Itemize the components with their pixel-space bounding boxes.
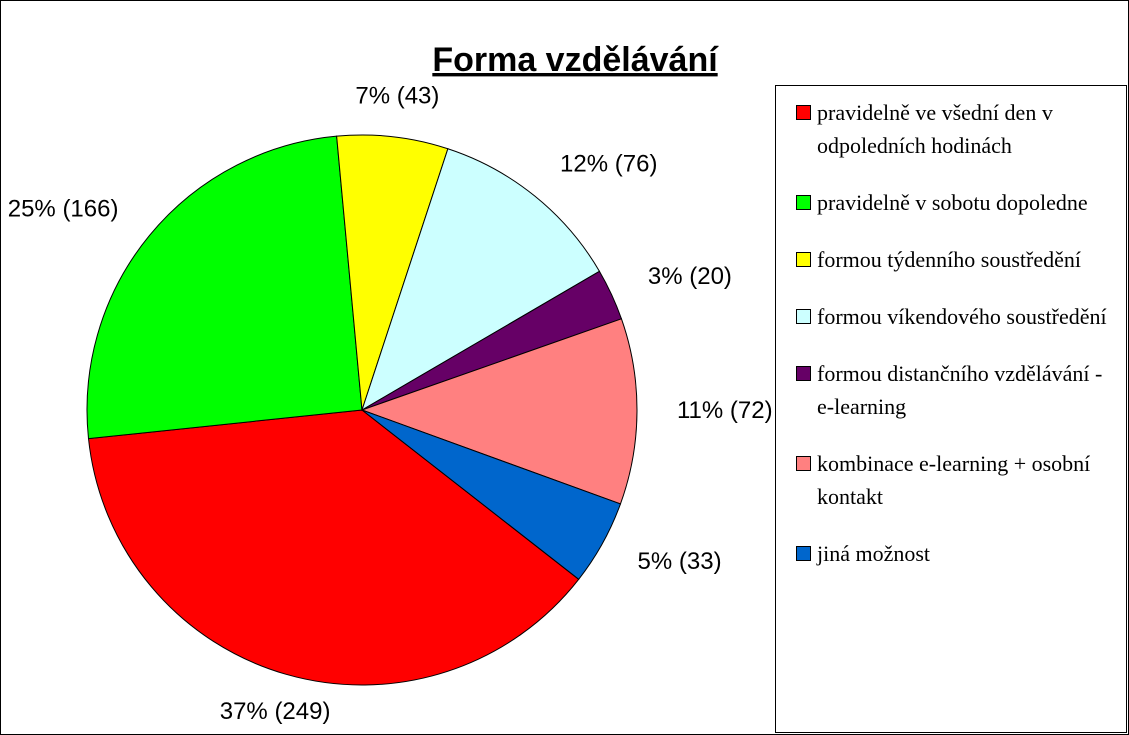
- data-label: 37% (249): [220, 698, 331, 725]
- data-label: 25% (166): [8, 196, 119, 223]
- pie-slice: [360, 318, 638, 505]
- legend-label: jiná možnost: [817, 541, 931, 566]
- legend-label: kombinace e-learning + osobní kontakt: [817, 451, 1091, 509]
- legend-label: formou týdenního soustředění: [817, 247, 1081, 272]
- legend-item: jiná možnost: [796, 537, 1122, 570]
- legend-swatch: [796, 366, 811, 381]
- legend-swatch: [796, 195, 811, 210]
- data-label: 12% (76): [560, 150, 657, 177]
- legend-swatch: [796, 456, 811, 471]
- legend-item: formou víkendového soustředění: [796, 300, 1122, 333]
- legend-label: formou víkendového soustředění: [817, 304, 1107, 329]
- data-label: 3% (20): [648, 263, 732, 290]
- legend-label: pravidelně ve všední den v odpoledních h…: [817, 100, 1053, 158]
- legend-swatch: [796, 105, 811, 120]
- legend-item: pravidelně v sobotu dopoledne: [796, 186, 1122, 219]
- pie-slice: [361, 409, 622, 581]
- legend-swatch: [796, 309, 811, 324]
- legend-item: kombinace e-learning + osobní kontakt: [796, 447, 1122, 513]
- pie-slice: [336, 134, 449, 411]
- pie-slice: [361, 148, 601, 412]
- chart-title: Forma vzdělávání: [432, 41, 719, 79]
- legend: pravidelně ve všední den v odpoledních h…: [775, 85, 1127, 733]
- pie-slice: [86, 135, 363, 440]
- legend-item: pravidelně ve všední den v odpoledních h…: [796, 96, 1122, 162]
- data-label: 5% (33): [638, 548, 722, 575]
- legend-item: formou týdenního soustředění: [796, 243, 1122, 276]
- legend-swatch: [796, 546, 811, 561]
- data-label: 11% (72): [677, 397, 773, 424]
- legend-label: pravidelně v sobotu dopoledne: [817, 190, 1088, 215]
- pie-slice: [87, 409, 580, 686]
- legend-item: formou distančního vzdělávání - e-learni…: [796, 357, 1122, 423]
- legend-swatch: [796, 252, 811, 267]
- legend-label: formou distančního vzdělávání - e-learni…: [817, 361, 1103, 419]
- data-label: 7% (43): [355, 82, 439, 109]
